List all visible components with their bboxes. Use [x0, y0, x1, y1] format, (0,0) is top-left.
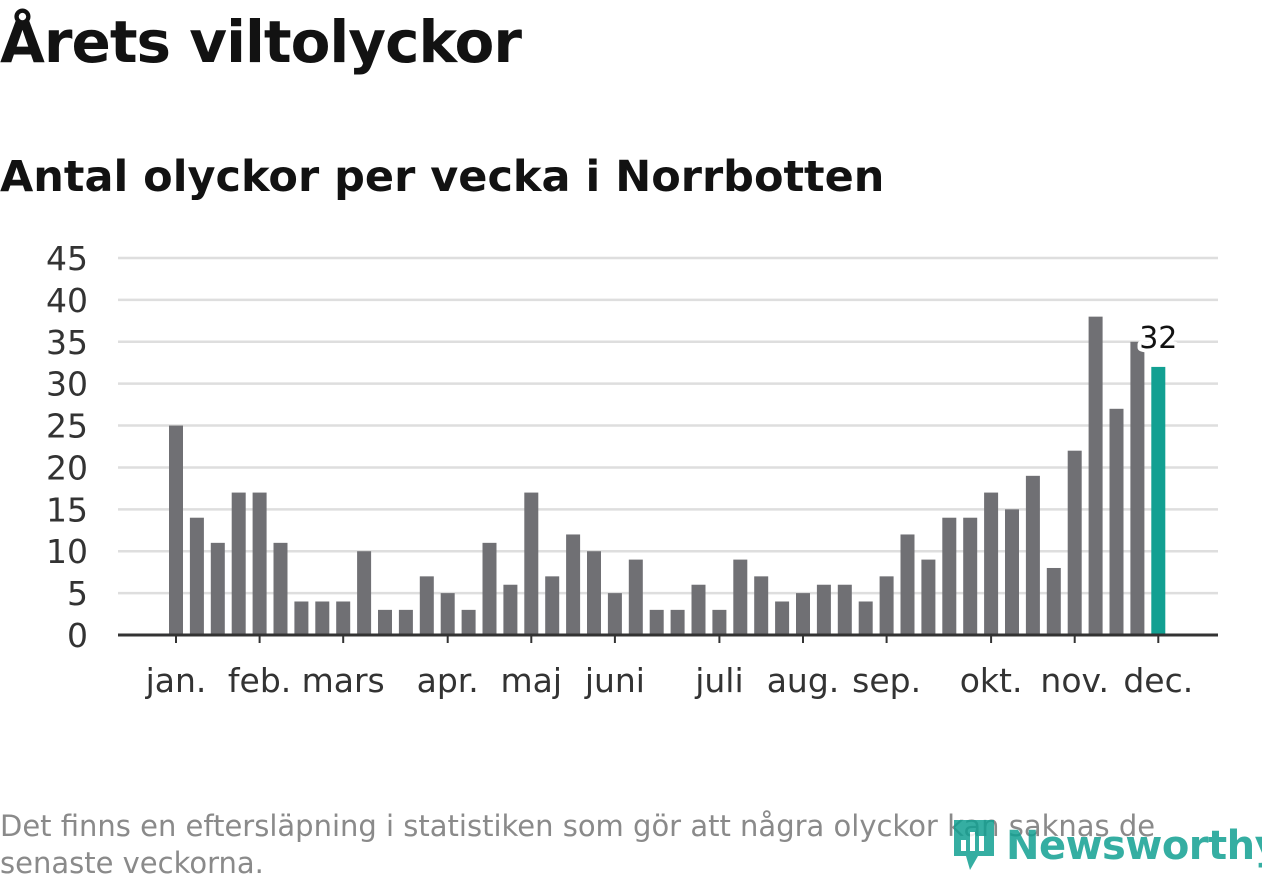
- bar-week-13: [419, 576, 434, 635]
- bar-week-34: [858, 601, 873, 635]
- bar-week-25: [670, 609, 685, 635]
- bar-week-35: [879, 576, 894, 635]
- bar-week-12: [398, 609, 413, 635]
- bar-week-40: [984, 492, 999, 635]
- bar-week-39: [963, 517, 978, 635]
- x-tick-label-okt.: okt.: [960, 661, 1023, 700]
- bar-week-19: [545, 576, 560, 635]
- bar-week-17: [503, 584, 518, 635]
- bar-week-5: [252, 492, 267, 635]
- bar-week-8: [315, 601, 330, 635]
- y-tick-label-45: 45: [46, 239, 88, 278]
- bars: [169, 316, 1166, 635]
- bar-week-46: [1109, 408, 1124, 635]
- x-tick-label-jan.: jan.: [145, 661, 207, 700]
- y-tick-label-0: 0: [67, 616, 88, 655]
- y-tick-label-30: 30: [46, 365, 88, 404]
- bar-week-6: [273, 542, 288, 635]
- y-tick-label-15: 15: [46, 490, 88, 529]
- highlight-value-halo: 32: [1139, 321, 1177, 356]
- chart-title: Årets viltolyckor: [0, 8, 522, 76]
- x-tick-label-apr.: apr.: [417, 661, 479, 700]
- bar-week-18: [524, 492, 539, 635]
- bar-week-48: [1151, 366, 1166, 635]
- bar-week-44: [1067, 450, 1082, 635]
- bar-week-1: [169, 425, 183, 635]
- x-tick-label-maj: maj: [501, 661, 563, 700]
- bar-week-9: [336, 601, 351, 635]
- bar-week-42: [1025, 475, 1040, 635]
- bar-week-7: [294, 601, 309, 635]
- newsworthy-logo-icon: [950, 814, 998, 878]
- bar-week-41: [1005, 509, 1019, 635]
- bar-week-15: [461, 609, 476, 635]
- bar-week-10: [357, 551, 372, 635]
- x-tick-label-nov.: nov.: [1040, 661, 1109, 700]
- bar-week-37: [921, 559, 936, 635]
- bar-week-27: [712, 609, 727, 635]
- x-axis-ticks: jan. feb. mars apr. maj juni juli aug. sep. okt. n…: [145, 635, 1193, 700]
- y-tick-label-5: 5: [67, 574, 88, 613]
- bar-week-4: [231, 492, 246, 635]
- bar-week-38: [942, 517, 957, 635]
- bar-week-43: [1046, 567, 1061, 635]
- x-tick-label-dec.: dec.: [1123, 661, 1193, 700]
- bar-week-20: [566, 534, 581, 635]
- bar-week-3: [210, 542, 225, 635]
- bar-week-26: [691, 584, 706, 635]
- bar-week-16: [482, 542, 497, 635]
- y-tick-label-40: 40: [46, 281, 88, 320]
- y-tick-label-20: 20: [46, 448, 88, 487]
- bar-week-32: [816, 584, 831, 635]
- x-tick-label-juni: juni: [584, 661, 645, 700]
- x-tick-label-juli: juli: [694, 661, 743, 700]
- bar-week-2: [189, 517, 204, 635]
- bar-week-23: [628, 559, 643, 635]
- chart-subtitle: Antal olyckor per vecka i Norrbotten: [0, 152, 885, 202]
- x-tick-label-mars: mars: [302, 661, 385, 700]
- bar-week-47: [1130, 341, 1145, 635]
- highlight-value-label: 32: [1139, 321, 1177, 356]
- brand-name: Newsworthy: [1006, 823, 1262, 869]
- bar-week-28: [733, 559, 748, 635]
- bar-week-36: [900, 534, 915, 635]
- bar-week-21: [587, 551, 601, 635]
- x-tick-label-feb.: feb.: [228, 661, 291, 700]
- bar-week-29: [754, 576, 769, 635]
- bar-week-24: [649, 609, 664, 635]
- y-tick-label-25: 25: [46, 407, 88, 446]
- gridlines: [118, 256, 1218, 595]
- y-tick-label-35: 35: [46, 323, 88, 362]
- bar-week-14: [440, 593, 455, 635]
- bar-week-22: [607, 593, 622, 635]
- bar-week-45: [1088, 316, 1103, 635]
- bar-week-11: [378, 609, 392, 635]
- bar-week-33: [837, 584, 852, 635]
- x-tick-label-aug.: aug.: [767, 661, 840, 700]
- x-tick-label-sep.: sep.: [852, 661, 921, 700]
- bar-week-30: [775, 601, 790, 635]
- y-tick-label-10: 10: [46, 532, 88, 571]
- bar-week-31: [796, 593, 810, 635]
- brand-logo: Newsworthy: [950, 814, 1262, 878]
